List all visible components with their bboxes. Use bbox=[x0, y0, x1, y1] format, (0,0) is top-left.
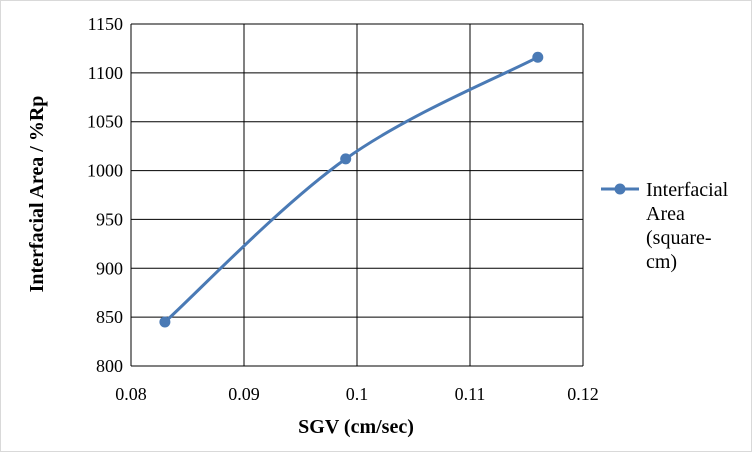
y-tick-label: 1100 bbox=[88, 63, 123, 83]
legend: Interfacial Area (square-cm) bbox=[601, 179, 729, 273]
legend-label: Interfacial Area (square-cm) bbox=[646, 179, 729, 273]
x-tick-label: 0.1 bbox=[346, 384, 369, 404]
x-tick-label: 0.12 bbox=[567, 384, 599, 404]
y-tick-label: 950 bbox=[96, 209, 123, 229]
y-axis-ticks: 800 850 900 950 1000 1050 1100 1150 bbox=[87, 14, 123, 376]
y-tick-label: 1050 bbox=[87, 112, 123, 132]
x-axis-ticks: 0.08 0.09 0.1 0.11 0.12 bbox=[115, 384, 599, 404]
y-tick-label: 900 bbox=[96, 258, 123, 278]
data-point-marker bbox=[340, 153, 352, 165]
y-tick-label: 800 bbox=[96, 356, 123, 376]
y-tick-label: 850 bbox=[96, 307, 123, 327]
x-tick-label: 0.11 bbox=[455, 384, 486, 404]
x-tick-label: 0.08 bbox=[115, 384, 147, 404]
series-layer bbox=[159, 51, 544, 328]
series-line bbox=[163, 55, 539, 324]
y-tick-label: 1150 bbox=[88, 14, 123, 34]
x-axis-title: SGV (cm/sec) bbox=[298, 416, 414, 438]
data-point-marker bbox=[532, 51, 544, 63]
gridlines bbox=[130, 23, 584, 367]
legend-marker bbox=[614, 183, 626, 195]
data-point-marker bbox=[159, 316, 171, 328]
y-tick-label: 1000 bbox=[87, 161, 123, 181]
y-axis-title: Interfacial Area / %Rp bbox=[26, 96, 48, 293]
x-tick-label: 0.09 bbox=[228, 384, 260, 404]
